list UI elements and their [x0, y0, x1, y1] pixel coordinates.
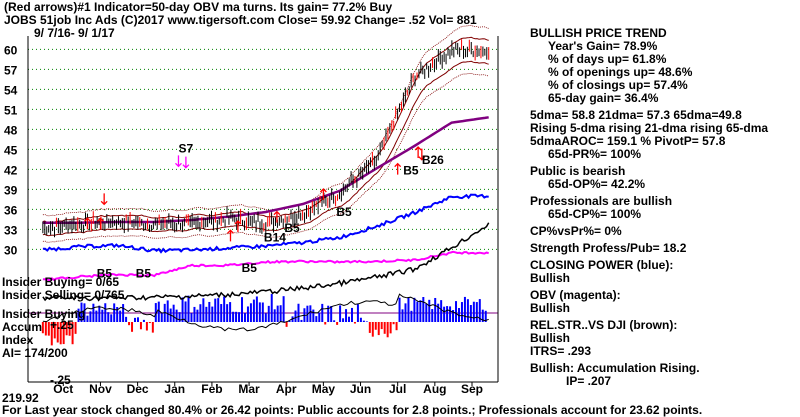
relstr-line: [42, 222, 490, 302]
arrow-up-6: [319, 188, 327, 200]
left-label-insider-selling: Insider Selling= 0/765: [2, 288, 125, 302]
band-lower-outer: [42, 72, 489, 243]
left-label-index: Index: [2, 333, 34, 347]
obv-val: Bullish: [530, 301, 571, 315]
itrs: ITRS= .293: [530, 344, 592, 358]
x-tick-label-Nov: Nov: [89, 382, 112, 396]
relstr-title: REL.STR..VS DJI (brown):: [530, 318, 678, 332]
left-label-accum: Accum: [2, 320, 43, 334]
left-label-accum-bot: -.25: [50, 373, 71, 387]
accumulation-panel: [28, 293, 498, 346]
accum-ma-line: [42, 293, 489, 332]
x-tick-label-Apr: Apr: [276, 382, 297, 396]
x-tick-label-Aug: Aug: [423, 382, 446, 396]
relstr-val: Bullish: [530, 331, 571, 345]
header-line1: (Red arrows)#1 Indicator=50-day OBV ma t…: [4, 0, 393, 14]
years-gain: Year's Gain= 78.9%: [548, 39, 658, 53]
x-tick-label-Feb: Feb: [201, 382, 222, 396]
annotation-b14-4: B14: [264, 230, 286, 244]
arrow-down-10: [175, 155, 182, 168]
accum-title: Bullish: Accumulation Rising.: [530, 361, 700, 375]
left-label-insider-buying2: Insider Buying: [2, 307, 86, 321]
y-tick-label-60: 60: [4, 43, 18, 57]
day65-gain: 65-day gain= 36.4%: [548, 91, 659, 105]
band-upper-outer: [42, 24, 489, 217]
public-title: Public is bearish: [530, 164, 626, 178]
y-tick-label-45: 45: [4, 143, 18, 157]
obv-title: OBV (magenta):: [530, 288, 621, 302]
arrow-up-5: [273, 210, 281, 223]
x-tick-label-Jun: Jun: [350, 382, 371, 396]
arrow-up-3: [227, 229, 234, 242]
aroc-line: 5dmaAROC= 159.1 % PivotP= 57.8: [530, 134, 726, 148]
annotation-s7-2: S7: [178, 142, 193, 156]
pct-closings-up: % of closings up= 57.4%: [548, 78, 688, 92]
y-tick-label-39: 39: [4, 183, 18, 197]
arrow-down-9: [418, 148, 426, 161]
y-tick-label-36: 36: [4, 203, 18, 217]
closing-power-title: CLOSING POWER (blue):: [530, 258, 674, 272]
left-label-accum-top: +.25: [50, 318, 74, 332]
annotation-b5-5: B5: [284, 221, 300, 235]
arrow-up-4: [234, 220, 242, 232]
op65: 65d-OP%= 42.2%: [548, 177, 646, 191]
closing-power-line: [42, 193, 489, 254]
rising-line: Rising 5-dma rising 21-dma rising 65-dma: [530, 121, 769, 135]
pr65: 65d-PR%= 100%: [548, 147, 642, 161]
annotation-b5-7: B5: [403, 164, 419, 178]
left-label-insider-buying: Insider Buying= 0/65: [2, 275, 120, 289]
x-tick-label-May: May: [312, 382, 336, 396]
ip: IP= .207: [566, 374, 612, 388]
ma65-line: [42, 116, 489, 224]
y-tick-label-33: 33: [4, 223, 18, 237]
dma-line: 5dma= 58.8 21dma= 57.3 65dma=49.8: [530, 108, 742, 122]
annotation-b5-6: B5: [336, 205, 352, 219]
x-axis-ticks: Oct Nov Dec Jan Feb Mar Apr May Jun Jul Aug Sep: [53, 382, 483, 396]
footer-price: 219.92: [2, 391, 39, 405]
arrow-up-8: [414, 146, 422, 158]
price-gridlines: [28, 48, 498, 250]
x-tick-label-Jan: Jan: [164, 382, 185, 396]
cp65: 65d-CP%= 100%: [548, 207, 642, 221]
trend-title: BULLISH PRICE TREND: [530, 26, 667, 40]
x-tick-label-Mar: Mar: [238, 382, 260, 396]
annotation-b5-1: B5: [136, 266, 152, 280]
footer-summary: For Last year stock changed 80.4% or 26.…: [2, 403, 703, 417]
y-tick-label-48: 48: [4, 123, 18, 137]
y-tick-label-30: 30: [4, 243, 18, 257]
obv-line: [42, 250, 489, 282]
arrow-up-0: [83, 217, 91, 230]
header-line2: JOBS 51job Inc Ads (C)2017 www.tigersoft…: [4, 13, 477, 27]
cp-vs-pr: CP%vsPr%= 0%: [530, 224, 622, 238]
x-tick-label-Oct: Oct: [53, 382, 73, 396]
annotation-b5-0: B5: [97, 266, 113, 280]
y-tick-label-51: 51: [4, 103, 18, 117]
y-tick-label-42: 42: [4, 163, 18, 177]
pct-openings-up: % of openings up= 48.6%: [548, 65, 693, 79]
arrow-up-1: [96, 217, 104, 230]
date-range: 9/ 7/16- 9/ 1/17: [34, 26, 115, 40]
right-panel: BULLISH PRICE TREND Year's Gain= 78.9% %…: [530, 27, 768, 388]
arrow-down-11: [182, 156, 190, 169]
closing-power-val: Bullish: [530, 271, 571, 285]
band-upper: [42, 36, 489, 224]
y-tick-label-57: 57: [4, 63, 18, 77]
left-label-ai: AI= 174/200: [2, 346, 68, 360]
prof-title: Professionals are bullish: [530, 194, 673, 208]
pct-days-up: % of days up= 61.8%: [548, 52, 667, 66]
annotation-b5-3: B5: [242, 261, 258, 275]
annotation-b26-8: B26: [422, 153, 444, 167]
y-tick-label-54: 54: [4, 83, 18, 97]
x-tick-label-Dec: Dec: [127, 382, 149, 396]
x-tick-label-Jul: Jul: [389, 382, 406, 396]
y-axis-ticks: 30 33 36 39 42 45 48 51 54 57 60: [4, 43, 18, 257]
x-tick-label-Sep: Sep: [461, 382, 483, 396]
arrow-down-2: [100, 193, 108, 206]
strength: Strength Profess/Pub= 18.2: [530, 241, 687, 255]
arrow-up-7: [394, 162, 402, 175]
chart-series: [42, 24, 490, 302]
